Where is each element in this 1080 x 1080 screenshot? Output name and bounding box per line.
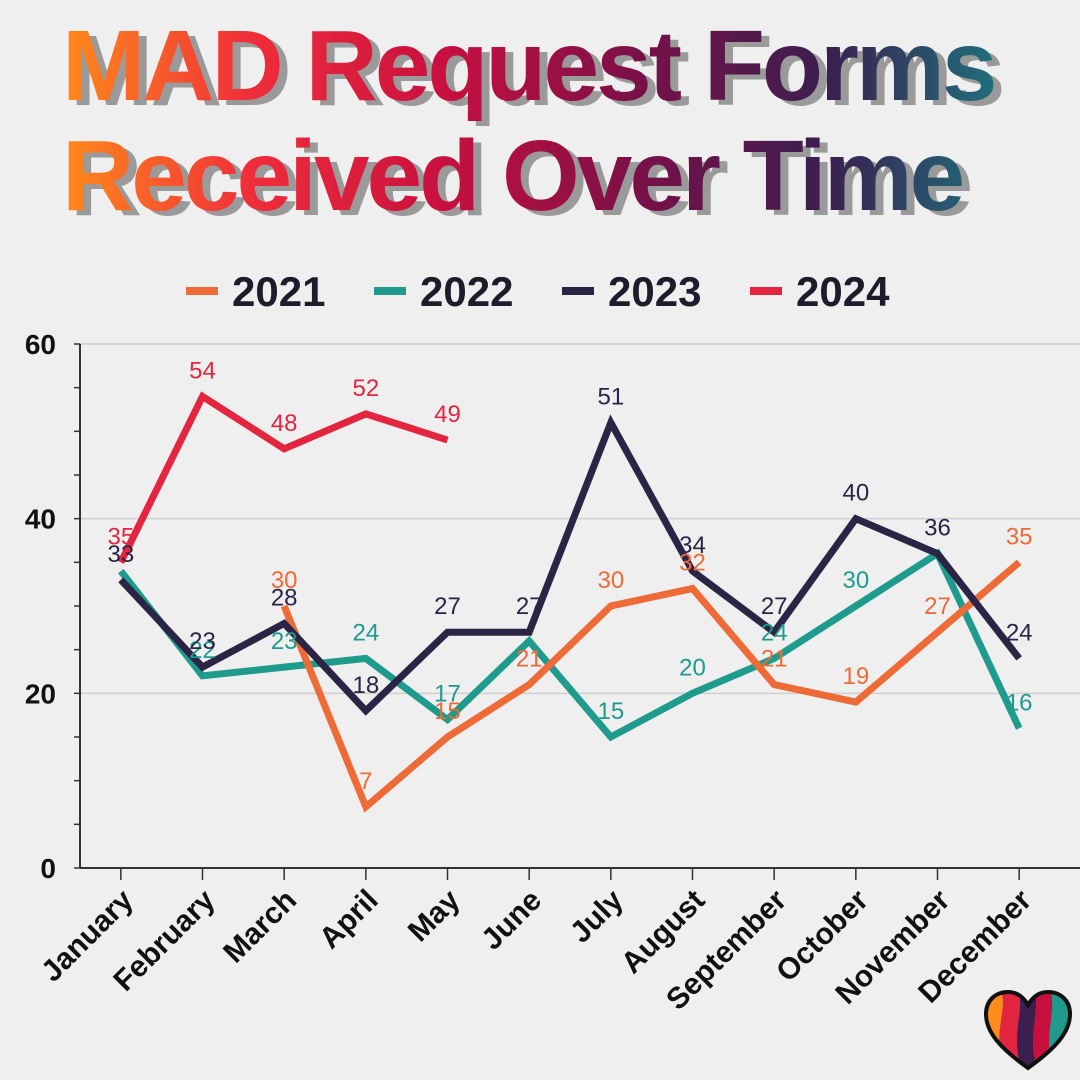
data-label-2023-january: 33 — [107, 541, 134, 568]
data-label-2024-march: 48 — [271, 410, 298, 437]
data-label-2021-october: 19 — [842, 663, 869, 690]
data-label-2024-may: 49 — [434, 401, 461, 428]
data-label-2021-december: 35 — [1006, 523, 1033, 550]
data-label-2024-february: 54 — [189, 357, 216, 384]
data-label-2021-may: 15 — [434, 698, 461, 725]
series-line-2021 — [280, 559, 1022, 813]
series-line-2023 — [118, 414, 1022, 716]
x-tick-label-june: June — [475, 884, 548, 957]
chart-title: MAD Request Forms MAD Request Forms Rece… — [62, 10, 1005, 237]
data-label-2023-february: 23 — [189, 628, 216, 655]
legend-label-2024: 2024 — [796, 268, 890, 315]
data-label-2022-april: 24 — [352, 619, 379, 646]
data-label-2023-november: 36 — [924, 515, 951, 542]
legend: 2021 2022 2023 2024 — [186, 268, 890, 315]
legend-label-2023: 2023 — [608, 268, 701, 315]
gridlines — [80, 343, 1080, 695]
data-label-2023-may: 27 — [434, 593, 461, 620]
title-line-2-shadow: Received Over Time — [70, 125, 971, 237]
x-tick-label-april: April — [313, 884, 385, 956]
data-label-2022-july: 15 — [597, 698, 624, 725]
data-label-2022-march: 23 — [271, 628, 298, 655]
data-label-2021-september: 21 — [761, 646, 788, 673]
data-label-2024-april: 52 — [352, 375, 379, 402]
title-line-2: Received Over Time — [62, 120, 963, 232]
x-tick-label-july: July — [564, 883, 630, 949]
data-label-2021-march: 30 — [271, 567, 298, 594]
y-tick-label-0: 0 — [40, 853, 56, 884]
series-lines — [117, 391, 1023, 813]
y-tick-label-60: 60 — [25, 329, 56, 360]
data-label-2022-may: 17 — [434, 681, 461, 708]
data-label-2023-december: 24 — [1006, 619, 1033, 646]
data-label-2023-july: 51 — [597, 384, 624, 411]
data-label-2023-march: 28 — [271, 584, 298, 611]
data-label-2021-november: 27 — [924, 593, 951, 620]
x-tick-label-may: May — [402, 883, 467, 948]
title-line-1-shadow: MAD Request Forms — [70, 15, 1002, 127]
data-label-2022-february: 22 — [189, 637, 216, 664]
data-label-2024-january: 35 — [107, 523, 134, 550]
data-label-2023-august: 34 — [679, 532, 706, 559]
legend-label-2021: 2021 — [232, 268, 325, 315]
data-label-2021-august: 32 — [679, 550, 706, 577]
data-label-2023-june: 27 — [516, 593, 543, 620]
y-tick-label-20: 20 — [25, 678, 56, 709]
data-label-2021-april: 7 — [359, 768, 372, 795]
data-label-2022-september: 24 — [761, 619, 788, 646]
data-label-2021-june: 21 — [516, 646, 543, 673]
heart-logo-icon — [983, 989, 1073, 1071]
data-label-2023-september: 27 — [761, 593, 788, 620]
data-label-2021-july: 30 — [597, 567, 624, 594]
data-label-2022-december: 16 — [1006, 689, 1033, 716]
data-label-2022-august: 20 — [679, 654, 706, 681]
series-line-2022 — [118, 548, 1023, 742]
data-label-2023-october: 40 — [842, 480, 869, 507]
x-tick-label-march: March — [217, 884, 303, 970]
data-label-2022-october: 30 — [842, 567, 869, 594]
legend-label-2022: 2022 — [420, 268, 513, 315]
data-label-2023-april: 18 — [352, 672, 379, 699]
title-line-1: MAD Request Forms — [62, 10, 994, 122]
y-tick-label-40: 40 — [25, 504, 56, 535]
